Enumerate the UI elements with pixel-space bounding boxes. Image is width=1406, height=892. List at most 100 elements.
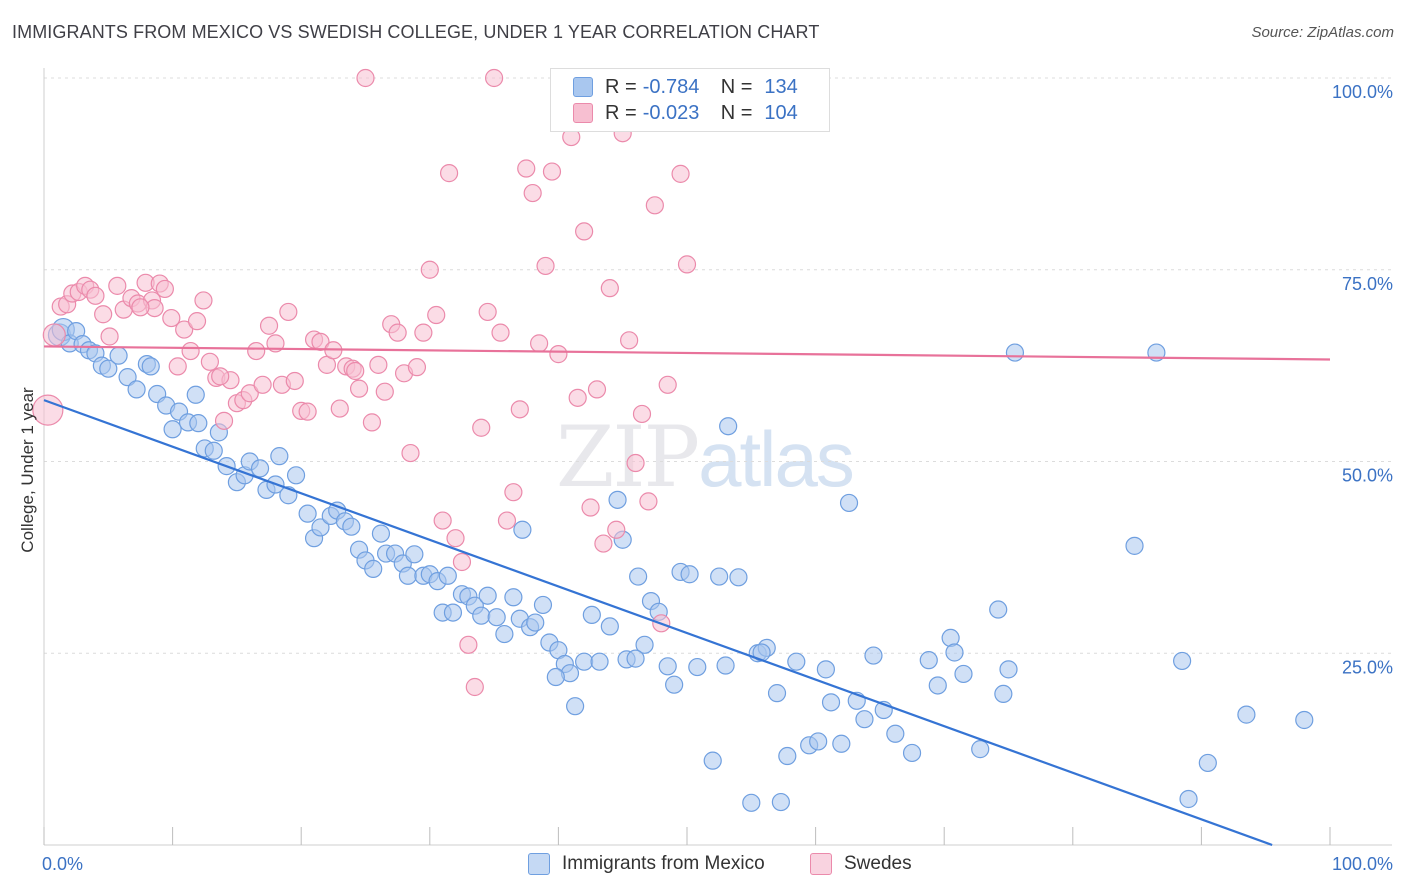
mexico-point xyxy=(590,652,609,671)
swedes-point xyxy=(349,379,369,398)
y-tick-label: 50.0% xyxy=(1342,466,1393,486)
mexico-point xyxy=(816,660,835,679)
swedes-point xyxy=(491,323,510,342)
swedes-point xyxy=(388,323,407,342)
swedes-point xyxy=(100,327,119,346)
swedes-point xyxy=(285,371,304,391)
mexico-point xyxy=(886,724,905,743)
legend-r-label: R = xyxy=(605,75,637,98)
legend-n-value: 104 xyxy=(764,101,798,124)
swedes-point xyxy=(86,286,105,305)
mexico-point xyxy=(504,588,523,607)
mexico-point xyxy=(864,646,883,665)
swedes-point xyxy=(401,443,420,463)
legend-row-mexico: R = -0.784 N = 134 xyxy=(573,74,798,100)
mexico-point xyxy=(163,420,182,439)
legend-n-label: N = xyxy=(720,101,753,124)
mexico-point xyxy=(703,751,722,770)
swedes-point xyxy=(568,388,587,407)
swedes-point xyxy=(427,305,446,325)
swedes-point xyxy=(575,222,594,241)
mexico-point xyxy=(928,676,947,695)
swedes-point xyxy=(472,418,491,437)
legend-n-value: 134 xyxy=(764,75,798,98)
mexico-point xyxy=(1173,651,1192,671)
swedes-point xyxy=(94,305,113,324)
mexico-point xyxy=(189,414,208,433)
swedes-point xyxy=(433,511,452,530)
swedes-point xyxy=(168,357,187,376)
mexico-point xyxy=(680,565,699,584)
swedes-point xyxy=(346,361,365,381)
swedes-point xyxy=(211,367,230,386)
series-label-swedes: Swedes xyxy=(844,853,912,874)
swedes-point xyxy=(530,334,549,353)
mexico-point xyxy=(472,606,491,625)
swedes-point xyxy=(194,291,213,310)
mexico-point xyxy=(954,664,973,684)
mexico-point xyxy=(821,693,841,712)
swedes-point xyxy=(162,308,181,328)
swedes-point xyxy=(32,394,64,426)
swedes-point xyxy=(240,384,259,403)
mexico-point xyxy=(839,493,859,513)
swedes-point xyxy=(131,298,150,317)
mexico-point xyxy=(919,651,938,670)
mexico-point xyxy=(546,667,565,687)
swedes-point xyxy=(459,635,478,654)
mexico-point xyxy=(533,595,553,615)
mexico-point xyxy=(364,559,383,578)
mexico-point xyxy=(186,385,205,404)
mexico-point xyxy=(716,656,735,675)
swedes-point xyxy=(587,380,607,399)
swedes-point xyxy=(677,255,697,274)
swedes-point xyxy=(155,279,174,299)
mexico-point xyxy=(1237,705,1256,724)
mexico-point xyxy=(832,734,851,753)
correlation-legend: R = -0.784 N = 134 R = -0.023 N = 104 xyxy=(550,68,830,132)
mexico-point xyxy=(582,605,601,625)
y-tick-label: 25.0% xyxy=(1342,657,1393,677)
mexico-point xyxy=(999,660,1018,679)
mexico-point xyxy=(478,586,497,605)
series-legend-mexico: Immigrants from Mexico xyxy=(528,852,765,876)
swedes-point xyxy=(420,260,439,279)
swedes-point xyxy=(542,162,562,181)
swedes-trendline xyxy=(43,345,1331,361)
mexico-point xyxy=(945,643,964,662)
legend-swatch-swedes xyxy=(573,103,593,123)
mexico-point xyxy=(141,357,160,376)
mexico-point xyxy=(608,490,627,509)
x-tick-label: 100.0% xyxy=(1332,854,1393,874)
swedes-point xyxy=(581,498,600,517)
swedes-point xyxy=(362,413,382,432)
swedes-point xyxy=(536,256,555,276)
mexico-point xyxy=(710,567,729,586)
mexico-point xyxy=(298,504,317,523)
mexico-point xyxy=(902,743,922,763)
mexico-point xyxy=(1198,753,1217,773)
mexico-trendline xyxy=(43,399,1273,847)
swedes-point xyxy=(517,159,536,178)
swedes-point xyxy=(497,511,517,530)
mexico-point xyxy=(729,568,748,587)
swedes-point xyxy=(266,334,285,353)
swedes-point xyxy=(247,341,266,361)
legend-r-label: R = xyxy=(605,101,637,124)
swedes-point xyxy=(549,345,568,364)
swedes-point xyxy=(510,400,529,419)
mexico-point xyxy=(719,417,738,436)
watermark-zip: ZIP xyxy=(556,408,700,506)
mexico-point xyxy=(658,657,677,676)
series-label-mexico: Immigrants from Mexico xyxy=(562,853,765,874)
mexico-point xyxy=(495,624,514,644)
swedes-point xyxy=(375,382,394,401)
mexico-point xyxy=(371,524,391,543)
mexico-point xyxy=(526,613,545,632)
y-tick-label: 75.0% xyxy=(1342,274,1393,294)
mexico-point xyxy=(855,710,874,729)
swedes-point xyxy=(214,411,234,430)
mexico-point xyxy=(270,447,289,466)
swedes-point xyxy=(279,302,298,322)
swedes-point xyxy=(330,399,349,418)
